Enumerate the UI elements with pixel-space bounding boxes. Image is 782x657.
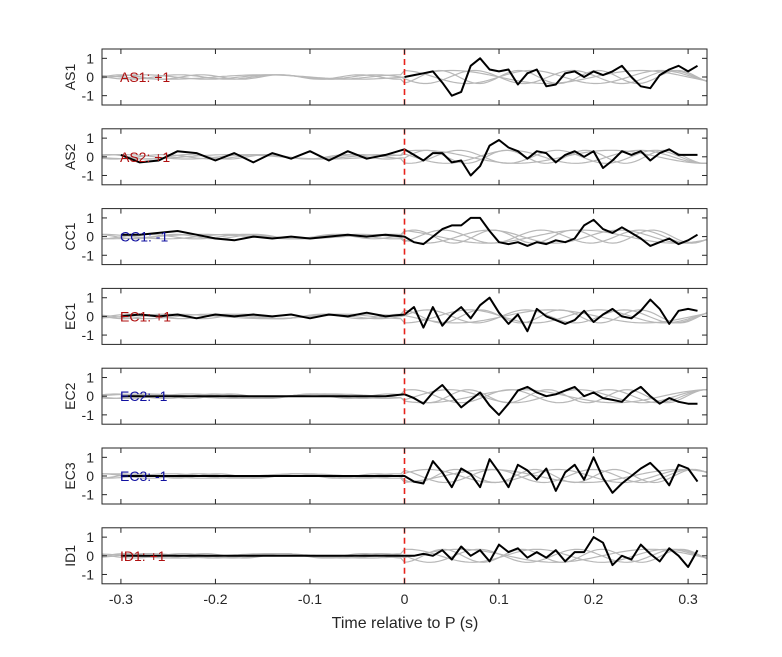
panel-ec2-polarity-label: EC2: -1 xyxy=(120,388,168,404)
panel-as2-y-tick-label: -1 xyxy=(82,167,95,183)
panel-ec1-axes-box xyxy=(101,287,708,345)
panel-as1-station-label: AS1 xyxy=(62,64,78,91)
panel-id1-y-tick-label: 1 xyxy=(86,529,94,545)
panel-as1-y-tick-label: 0 xyxy=(86,69,94,85)
panel-ec1-y-tick-label: 0 xyxy=(86,308,94,324)
x-tick-label: 0.1 xyxy=(489,591,509,607)
panel-as2-station-label: AS2 xyxy=(62,143,78,170)
panel-ec2-y-tick-label: -1 xyxy=(82,407,95,423)
x-axis-label: Time relative to P (s) xyxy=(332,615,479,632)
panel-ec1-y-tick-label: -1 xyxy=(82,327,95,343)
panels-group: -1 0 1 AS1 AS1: +1 -1 0 1 AS2 AS2: +1 -1 0 1 CC1 CC1: … xyxy=(62,48,708,607)
panel-ec2-y-tick-label: 1 xyxy=(86,370,94,386)
panel-as1-trace xyxy=(404,57,699,97)
panel-id1-y-tick-label: -1 xyxy=(82,566,95,582)
panel-ec3-station-label: EC3 xyxy=(62,462,78,489)
panel-as1-y-tick-label: 1 xyxy=(86,50,94,66)
panel-as1-gray-trace xyxy=(101,69,708,85)
x-tick-label: -0.3 xyxy=(109,591,133,607)
panel-cc1-y-tick-label: 1 xyxy=(86,210,94,226)
panel-as2-polarity-label: AS2: +1 xyxy=(120,149,170,165)
x-tick-label: -0.1 xyxy=(298,591,322,607)
x-tick-label: -0.2 xyxy=(203,591,227,607)
panel-ec2-y-tick-label: 0 xyxy=(86,388,94,404)
panel-as1-polarity-label: AS1: +1 xyxy=(120,69,170,85)
panel-cc1-station-label: CC1 xyxy=(62,222,78,250)
x-tick-label: 0 xyxy=(401,591,409,607)
panel-cc1-y-tick-label: 0 xyxy=(86,229,94,245)
panel-ec2-trace xyxy=(120,384,698,416)
panel-ec3-y-tick-label: -1 xyxy=(82,487,95,503)
panel-ec2-station-label: EC2 xyxy=(62,382,78,409)
panel-id1-y-tick-label: 0 xyxy=(86,548,94,564)
panel-cc1-polarity-label: CC1: -1 xyxy=(120,229,168,245)
panel-ec3-polarity-label: EC3: -1 xyxy=(120,468,168,484)
panel-id1-station-label: ID1 xyxy=(62,545,78,567)
panel-id1-trace xyxy=(120,536,699,568)
panel-cc1-trace xyxy=(120,216,699,247)
panel-as2-y-tick-label: 0 xyxy=(86,149,94,165)
panel-as2-y-tick-label: 1 xyxy=(86,130,94,146)
panel-ec1-station-label: EC1 xyxy=(62,303,78,330)
panel-as1-y-tick-label: -1 xyxy=(82,88,95,104)
panel-ec3-y-tick-label: 0 xyxy=(86,468,94,484)
panel-ec3-trace xyxy=(120,456,699,494)
panel-ec1-polarity-label: EC1: +1 xyxy=(120,308,171,324)
panel-id1-polarity-label: ID1: +1 xyxy=(120,548,166,564)
x-tick-label: 0.2 xyxy=(584,591,604,607)
panel-ec1-y-tick-label: 1 xyxy=(86,290,94,306)
panel-ec3-y-tick-label: 1 xyxy=(86,449,94,465)
panel-as2-trace xyxy=(120,139,698,177)
panel-ec1-trace xyxy=(120,296,698,333)
panel-cc1-y-tick-label: -1 xyxy=(82,247,95,263)
x-tick-label: 0.3 xyxy=(678,591,698,607)
